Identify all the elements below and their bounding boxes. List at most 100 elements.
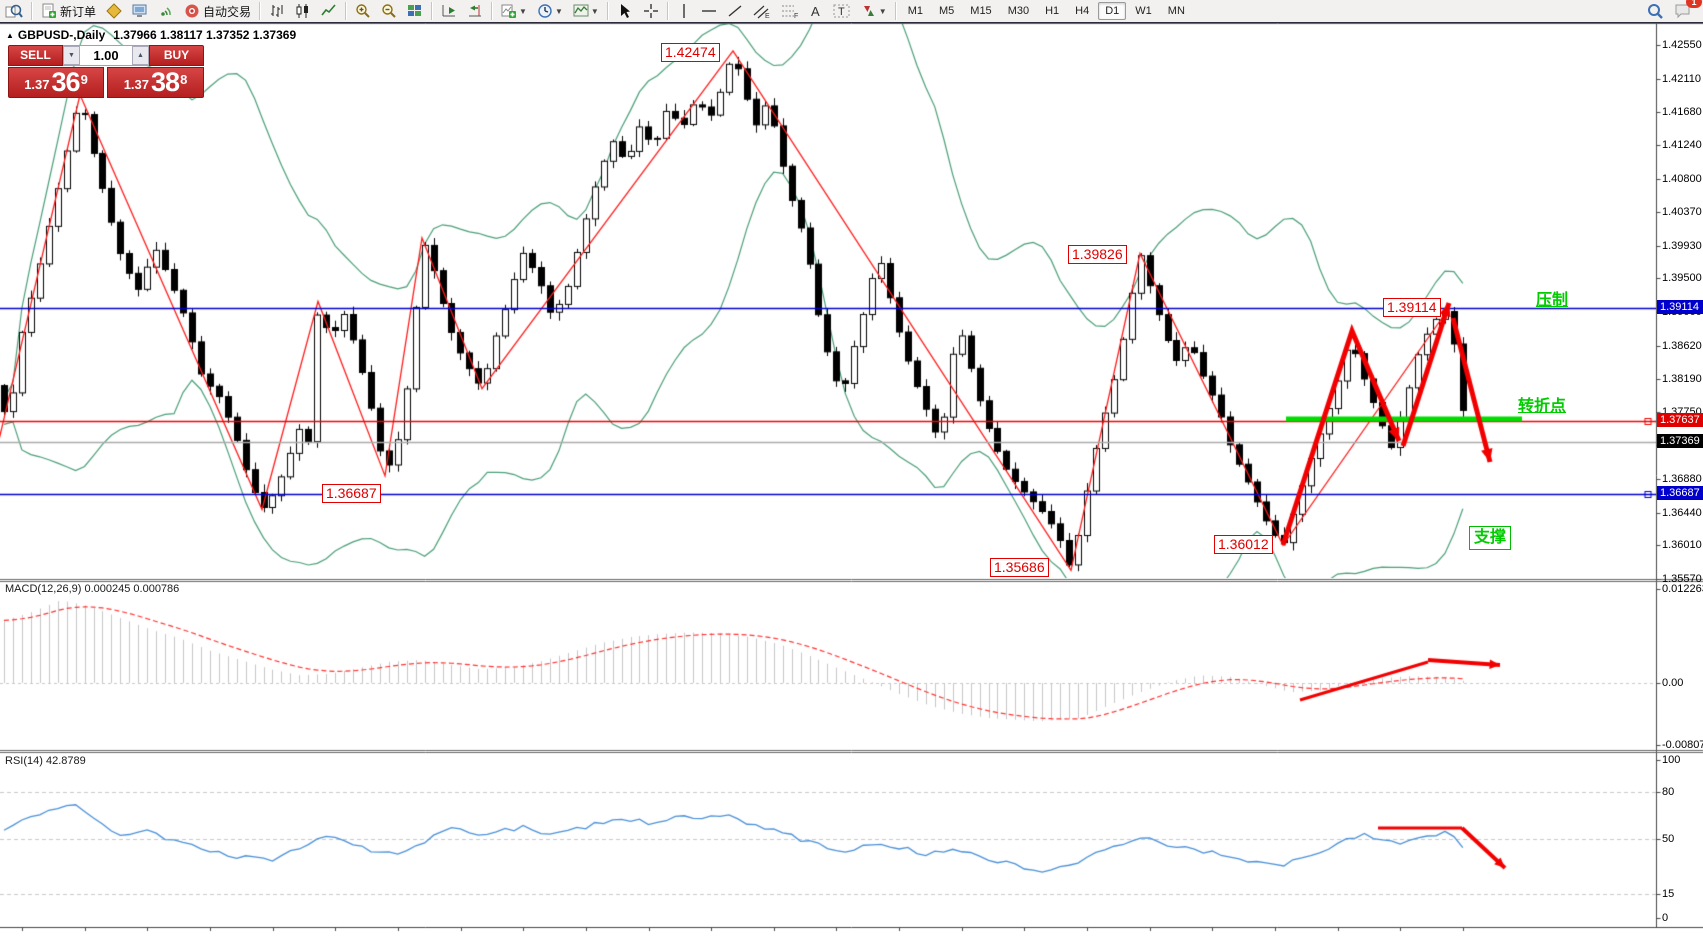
auto-scroll-button[interactable] (437, 0, 461, 22)
volume-decrease-button[interactable]: ▼ (63, 46, 80, 65)
timeframe-button-h1[interactable]: H1 (1045, 5, 1060, 17)
chart-shift-button[interactable] (463, 0, 487, 22)
sell-price-pips: 36 (51, 67, 81, 97)
timeframe-button-h4[interactable]: H4 (1075, 5, 1090, 17)
equidistant-channel-icon: E (753, 3, 771, 19)
sell-price-prefix: 1.37 (24, 77, 50, 92)
new-order-label: 新订单 (60, 4, 97, 19)
terminal-button[interactable] (128, 0, 152, 22)
horizontal-line-button[interactable] (697, 0, 721, 22)
sell-price-display[interactable]: 1.37 36 9 (8, 67, 104, 98)
notifications-button[interactable]: 1 (1670, 0, 1702, 22)
search-button[interactable] (1642, 0, 1668, 22)
toolbar-separator (894, 2, 897, 20)
period-clock-icon (537, 3, 553, 19)
text-button[interactable]: A (805, 0, 827, 22)
support-annotation[interactable]: 支撑 (1469, 526, 1512, 550)
trend-line-button[interactable] (723, 0, 747, 22)
new-order-button[interactable]: 新订单 (37, 0, 100, 22)
price-tick-label: 1.39500 (1662, 272, 1702, 285)
toolbar-separator (345, 2, 348, 20)
bar-chart-button[interactable] (265, 0, 289, 22)
timeframe-button-mn[interactable]: MN (1167, 5, 1185, 17)
buy-price-prefix: 1.37 (123, 77, 150, 92)
price-annotation-139114[interactable]: 1.39114 (1383, 298, 1441, 317)
rsi-axis-label: 50 (1662, 833, 1675, 845)
arrows-button[interactable]: ▼ (857, 0, 891, 22)
fibonacci-button[interactable]: F (777, 0, 803, 22)
price-tick-label: 1.38620 (1662, 339, 1702, 352)
macd-axis-label: -0.008073 (1662, 738, 1703, 751)
line-chart-button[interactable] (317, 0, 341, 22)
tile-windows-button[interactable] (403, 0, 427, 22)
chevron-down-icon[interactable]: ▼ (878, 6, 887, 16)
svg-text:F: F (794, 13, 798, 19)
price-annotation-135686[interactable]: 1.35686 (990, 558, 1049, 577)
signals-button[interactable] (154, 0, 178, 22)
vertical-line-icon (677, 3, 691, 19)
zoom-out-button[interactable] (377, 0, 401, 22)
timeframe-button-m15[interactable]: M15 (970, 5, 992, 17)
new-chart-icon (501, 3, 517, 19)
collapse-panel-icon[interactable]: ▲ (6, 31, 14, 40)
toolbar-separator (666, 2, 669, 20)
svg-text:E: E (765, 13, 770, 19)
chart-shift-icon (467, 3, 483, 19)
buy-price-pips: 38 (151, 67, 180, 97)
text-label-icon: T (833, 3, 851, 19)
buy-price-display[interactable]: 1.37 38 8 (107, 67, 204, 98)
toolbar-right-group: 1 (1641, 0, 1703, 22)
equidistant-channel-button[interactable]: E (749, 0, 775, 22)
pivot-annotation[interactable]: 转折点 (1518, 398, 1567, 415)
timeframe-button-m5[interactable]: M5 (939, 5, 955, 17)
vertical-line-button[interactable] (673, 0, 695, 22)
price-chart-canvas[interactable] (0, 23, 1703, 943)
price-annotation-136012[interactable]: 1.36012 (1214, 535, 1273, 554)
toolbar-separator (31, 2, 33, 20)
price-tick-label: 1.39930 (1662, 239, 1702, 252)
horizontal-line-icon (701, 3, 717, 19)
autotrading-icon (184, 3, 200, 19)
candlestick-chart-button[interactable] (291, 0, 315, 22)
crosshair-button[interactable] (639, 0, 663, 22)
chevron-down-icon[interactable]: ▼ (590, 6, 599, 16)
timeframe-button-d1[interactable]: D1 (1098, 2, 1127, 20)
template-chart-icon (573, 3, 589, 19)
template-chart-button[interactable]: ▼ (569, 0, 603, 22)
one-click-trading-panel: SELL ▼ 1.00 ▲ BUY 1.37 36 9 1.37 38 8 (8, 45, 204, 98)
autotrading-button[interactable]: 自动交易 (180, 0, 255, 22)
candlestick-chart-icon (295, 3, 311, 19)
symbol-period-label: GBPUSD-,Daily (17, 28, 106, 42)
resistance-annotation[interactable]: 压制 (1536, 292, 1569, 309)
buy-price-pipette: 8 (180, 72, 188, 87)
cursor-button[interactable] (613, 0, 637, 22)
macd-axis-label: 0.012263 (1662, 582, 1703, 595)
period-clock-button[interactable]: ▼ (533, 0, 567, 22)
metaeditor-button[interactable] (102, 0, 126, 22)
trend-line-icon (727, 3, 743, 19)
price-tick-label: 1.42110 (1662, 72, 1701, 85)
rsi-axis-label: 80 (1662, 785, 1675, 798)
chevron-down-icon[interactable]: ▼ (554, 6, 563, 16)
timeframe-button-m30[interactable]: M30 (1007, 5, 1030, 17)
zoom-in-icon (355, 3, 371, 19)
price-annotation-139826[interactable]: 1.39826 (1068, 245, 1127, 264)
rsi-axis-label: 0 (1662, 912, 1669, 924)
tile-windows-icon (407, 3, 423, 19)
new-chart-button[interactable]: ▼ (497, 0, 531, 22)
timeframe-button-w1[interactable]: W1 (1135, 5, 1152, 17)
chevron-down-icon[interactable]: ▼ (519, 6, 527, 16)
price-annotation-136687[interactable]: 1.36687 (322, 484, 381, 503)
text-label-button[interactable]: T (829, 0, 855, 22)
zoom-in-button[interactable] (351, 0, 375, 22)
sell-button[interactable]: SELL (8, 45, 63, 66)
price-tag-137369: 1.37369 (1657, 433, 1703, 448)
price-tick-label: 1.35570 (1662, 573, 1702, 586)
buy-button[interactable]: BUY (149, 45, 204, 66)
volume-input[interactable]: 1.00 (80, 46, 132, 65)
chart-magnifier-button[interactable] (1, 0, 27, 22)
timeframe-button-m1[interactable]: M1 (907, 5, 923, 17)
toolbar-separator (259, 2, 262, 20)
price-annotation-142474[interactable]: 1.42474 (661, 43, 720, 62)
volume-increase-button[interactable]: ▲ (132, 46, 149, 65)
